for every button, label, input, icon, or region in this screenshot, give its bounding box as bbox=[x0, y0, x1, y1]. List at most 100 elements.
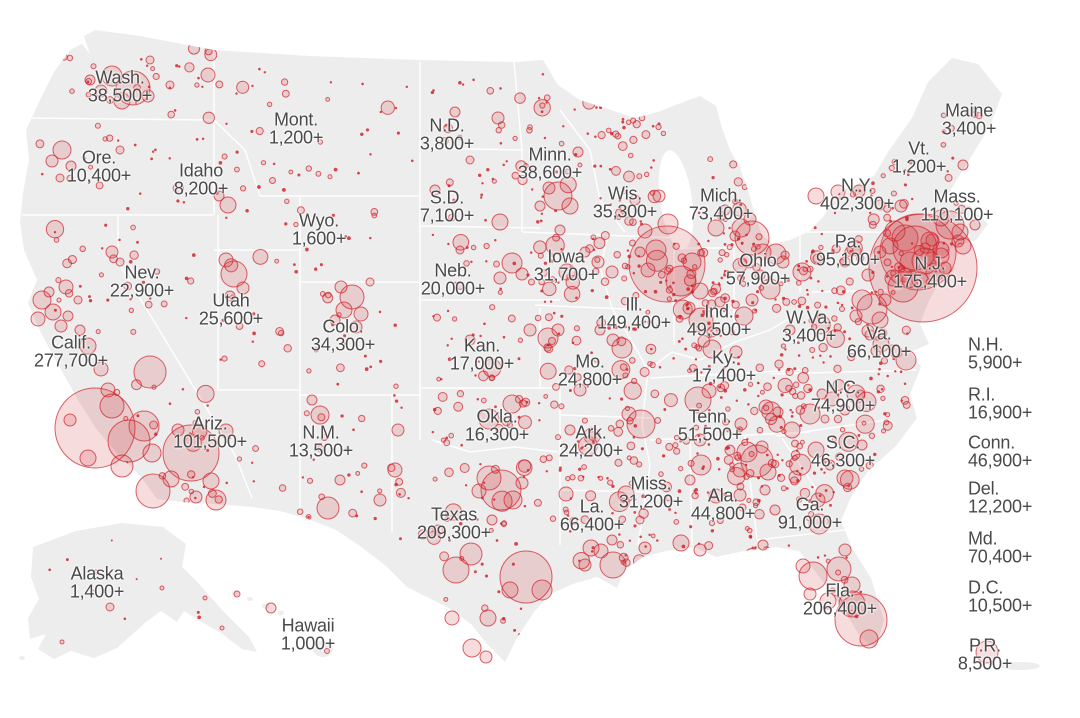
case-bubble bbox=[874, 290, 878, 293]
case-bubble bbox=[551, 254, 554, 258]
case-bubble bbox=[358, 414, 366, 423]
case-bubble bbox=[717, 282, 721, 285]
state-name: Ark. bbox=[575, 422, 607, 443]
case-bubble bbox=[218, 252, 234, 268]
case-bubble bbox=[604, 295, 609, 299]
case-bubble bbox=[575, 296, 578, 300]
state-name: Okla. bbox=[476, 406, 518, 427]
case-bubble bbox=[443, 123, 454, 134]
case-bubble bbox=[306, 368, 312, 374]
case-bubble bbox=[693, 489, 696, 493]
case-bubble bbox=[473, 570, 477, 574]
case-bubble bbox=[769, 504, 781, 516]
case-bubble bbox=[833, 211, 837, 215]
state-case-count: 5,900+ bbox=[968, 352, 1023, 372]
case-bubble bbox=[149, 420, 159, 430]
case-bubble bbox=[723, 455, 734, 465]
case-bubble bbox=[301, 476, 305, 479]
case-bubble bbox=[233, 590, 241, 598]
case-bubble bbox=[697, 334, 711, 348]
case-bubble bbox=[707, 443, 711, 446]
case-bubble bbox=[888, 164, 895, 172]
case-bubble bbox=[620, 296, 630, 306]
case-bubble bbox=[733, 177, 743, 187]
case-bubble bbox=[684, 474, 696, 486]
case-bubble bbox=[839, 256, 851, 268]
case-bubble bbox=[557, 332, 561, 336]
case-bubble bbox=[739, 203, 743, 207]
case-bubble bbox=[576, 440, 580, 443]
state-label-maine: Maine 3,400+ bbox=[942, 102, 997, 138]
case-bubble bbox=[187, 277, 195, 285]
case-bubble bbox=[220, 260, 248, 288]
state-name: N.H. bbox=[968, 334, 1004, 355]
case-bubble bbox=[442, 556, 470, 584]
case-bubble bbox=[586, 385, 589, 388]
case-bubble bbox=[858, 554, 861, 557]
aleutian-island bbox=[19, 656, 25, 660]
case-bubble bbox=[352, 428, 355, 432]
case-bubble bbox=[104, 223, 108, 227]
case-bubble bbox=[771, 303, 782, 313]
case-bubble bbox=[363, 354, 367, 358]
case-bubble bbox=[517, 415, 521, 419]
case-bubble bbox=[316, 444, 325, 453]
case-bubble bbox=[856, 439, 868, 451]
case-bubble bbox=[849, 309, 863, 323]
case-bubble bbox=[196, 384, 215, 403]
state-case-count: 73,400+ bbox=[688, 203, 754, 223]
case-bubble bbox=[654, 416, 662, 424]
state-case-count: 12,200+ bbox=[968, 496, 1033, 516]
state-case-count: 277,700+ bbox=[34, 350, 108, 370]
case-bubble bbox=[543, 394, 549, 399]
case-bubble bbox=[251, 84, 254, 88]
case-bubble bbox=[100, 382, 116, 398]
case-bubble bbox=[110, 454, 134, 478]
case-bubble bbox=[494, 405, 497, 409]
case-bubble bbox=[606, 333, 620, 347]
case-bubble bbox=[579, 246, 591, 258]
case-bubble bbox=[364, 367, 369, 371]
case-bubble bbox=[831, 287, 838, 295]
case-bubble bbox=[869, 376, 873, 381]
case-bubble bbox=[611, 165, 621, 176]
case-bubble bbox=[126, 207, 130, 211]
case-bubble bbox=[252, 480, 255, 483]
case-bubble bbox=[599, 105, 603, 110]
case-bubble bbox=[786, 278, 790, 282]
case-bubble bbox=[479, 196, 483, 199]
case-bubble bbox=[88, 299, 93, 303]
state-name: N.D. bbox=[429, 115, 465, 136]
case-bubble bbox=[850, 306, 854, 310]
case-bubble bbox=[593, 357, 599, 363]
case-bubble bbox=[653, 289, 658, 294]
case-bubble bbox=[608, 167, 612, 171]
state-case-count: 3,400+ bbox=[781, 325, 837, 345]
case-bubble bbox=[821, 289, 824, 293]
case-bubble bbox=[641, 130, 651, 140]
state-name: Tenn. bbox=[688, 406, 732, 427]
case-bubble bbox=[703, 312, 706, 316]
case-bubble bbox=[105, 602, 115, 612]
state-case-count: 1,200+ bbox=[891, 156, 947, 176]
state-case-count: 10,500+ bbox=[968, 595, 1033, 615]
case-bubble bbox=[30, 311, 46, 327]
case-bubble bbox=[719, 204, 731, 216]
case-bubble bbox=[823, 471, 826, 474]
case-bubble bbox=[305, 247, 309, 252]
state-name: Hawaii bbox=[281, 615, 335, 636]
case-bubble bbox=[828, 384, 833, 388]
state-case-count: 175,400+ bbox=[893, 271, 967, 291]
state-label-conn: Conn. 46,900+ bbox=[968, 434, 1032, 470]
case-bubble bbox=[65, 160, 77, 172]
case-bubble bbox=[792, 392, 799, 400]
case-bubble bbox=[708, 519, 716, 527]
case-bubble bbox=[536, 220, 540, 224]
case-bubble bbox=[538, 419, 541, 422]
case-bubble bbox=[534, 200, 546, 212]
case-bubble bbox=[274, 258, 280, 264]
case-bubble bbox=[805, 305, 810, 310]
case-bubble bbox=[380, 100, 395, 115]
case-bubble bbox=[310, 405, 330, 425]
case-bubble bbox=[640, 262, 656, 278]
